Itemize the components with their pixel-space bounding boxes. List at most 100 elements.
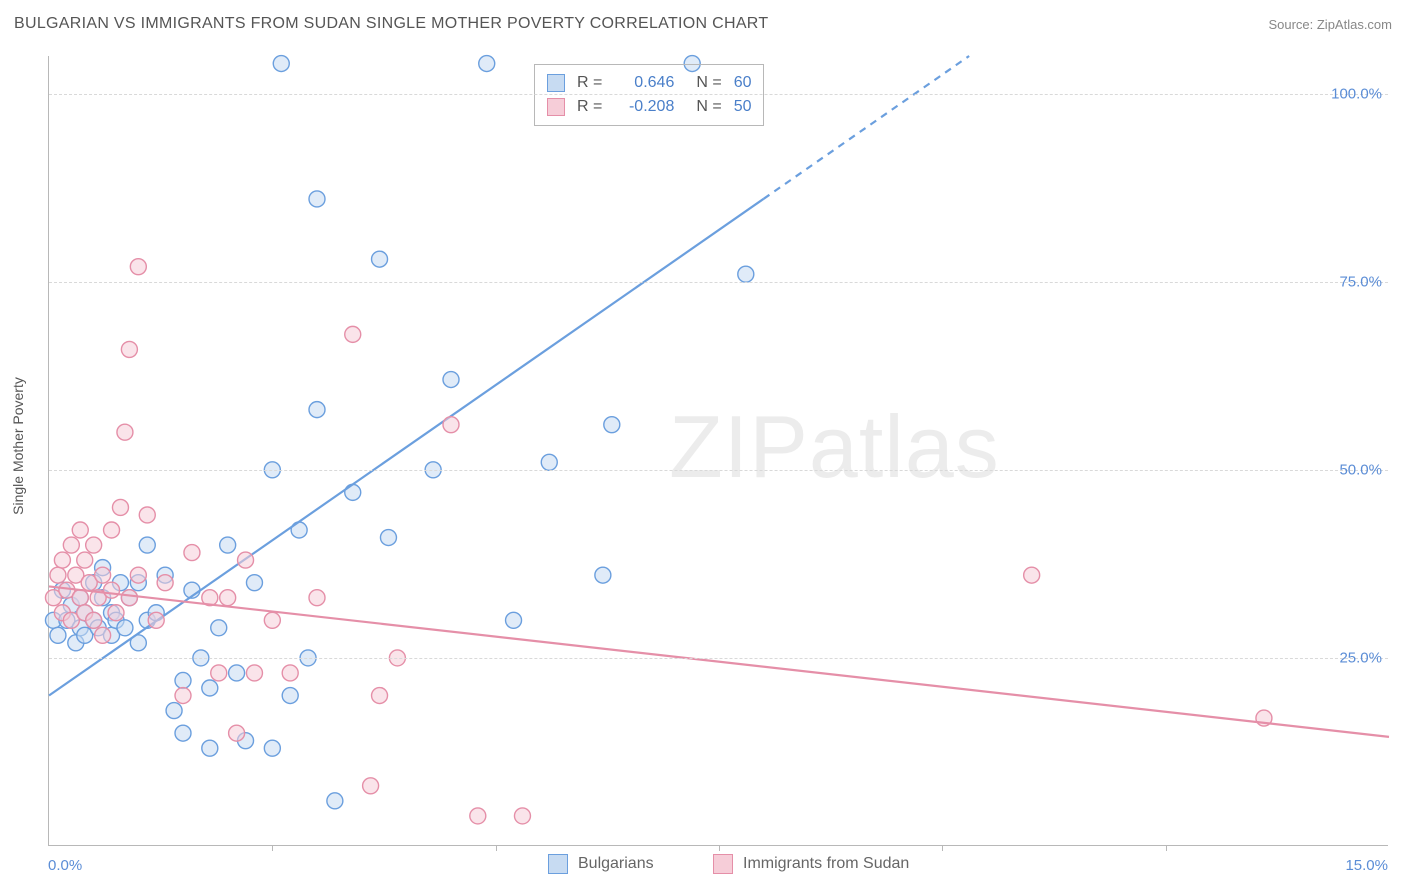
data-point (595, 567, 611, 583)
data-point (211, 665, 227, 681)
data-point (54, 552, 70, 568)
y-axis-tick: 100.0% (1331, 85, 1382, 102)
data-point (309, 590, 325, 606)
y-axis-label: Single Mother Poverty (10, 377, 26, 515)
data-point (345, 484, 361, 500)
data-point (63, 537, 79, 553)
trend-line (49, 586, 1389, 736)
legend-swatch-icon (547, 74, 565, 92)
data-point (104, 582, 120, 598)
x-axis-tick-min: 0.0% (48, 857, 82, 874)
data-point (282, 688, 298, 704)
legend-item-immigrants-sudan: Immigrants from Sudan (713, 854, 909, 874)
x-axis-tick-mark (719, 845, 720, 851)
x-axis-tick-max: 15.0% (1345, 857, 1388, 874)
data-point (443, 417, 459, 433)
x-axis-tick-mark (1166, 845, 1167, 851)
n-label: N = (696, 74, 721, 92)
data-point (479, 56, 495, 72)
r-label: R = (577, 98, 602, 116)
data-point (108, 605, 124, 621)
data-point (380, 530, 396, 546)
data-point (246, 665, 262, 681)
y-axis-tick: 50.0% (1339, 461, 1382, 478)
data-point (443, 372, 459, 388)
data-point (130, 567, 146, 583)
data-point (121, 341, 137, 357)
data-point (50, 567, 66, 583)
data-point (273, 56, 289, 72)
data-point (738, 266, 754, 282)
gridline (49, 658, 1388, 659)
data-point (309, 191, 325, 207)
gridline (49, 470, 1388, 471)
data-point (184, 545, 200, 561)
data-point (50, 627, 66, 643)
x-axis-tick-mark (496, 845, 497, 851)
data-point (309, 402, 325, 418)
gridline (49, 282, 1388, 283)
data-point (246, 575, 262, 591)
r-label: R = (577, 74, 602, 92)
data-point (264, 612, 280, 628)
data-point (104, 522, 120, 538)
legend-label: Immigrants from Sudan (743, 855, 909, 873)
data-point (72, 522, 88, 538)
data-point (175, 672, 191, 688)
data-point (327, 793, 343, 809)
data-point (86, 612, 102, 628)
data-point (372, 688, 388, 704)
source-prefix: Source: (1268, 17, 1316, 32)
chart-svg (49, 56, 1388, 845)
correlation-legend-row: R = 0.646 N = 60 (547, 71, 751, 95)
data-point (121, 590, 137, 606)
legend-swatch-icon (713, 854, 733, 874)
y-axis-tick: 25.0% (1339, 649, 1382, 666)
x-axis-tick-mark (272, 845, 273, 851)
data-point (282, 665, 298, 681)
data-point (157, 575, 173, 591)
data-point (202, 740, 218, 756)
data-point (604, 417, 620, 433)
correlation-legend: R = 0.646 N = 60 R = -0.208 N = 50 (534, 64, 764, 126)
data-point (229, 665, 245, 681)
source-credit: Source: ZipAtlas.com (1268, 17, 1392, 32)
data-point (220, 590, 236, 606)
x-axis-tick-mark (942, 845, 943, 851)
data-point (541, 454, 557, 470)
n-value: 60 (734, 74, 752, 92)
correlation-legend-row: R = -0.208 N = 50 (547, 95, 751, 119)
data-point (77, 552, 93, 568)
data-point (372, 251, 388, 267)
legend-swatch-icon (547, 98, 565, 116)
legend-item-bulgarians: Bulgarians (548, 854, 654, 874)
data-point (117, 620, 133, 636)
legend-swatch-icon (548, 854, 568, 874)
data-point (130, 259, 146, 275)
data-point (363, 778, 379, 794)
plot-area: ZIPatlas R =0.646N =60R =-0.208N =50 25.… (48, 56, 1388, 846)
source-name: ZipAtlas.com (1317, 17, 1392, 32)
data-point (345, 326, 361, 342)
data-point (470, 808, 486, 824)
n-value: 50 (734, 98, 752, 116)
r-value: -0.208 (614, 98, 674, 116)
legend-label: Bulgarians (578, 855, 654, 873)
data-point (220, 537, 236, 553)
data-point (139, 507, 155, 523)
data-point (514, 808, 530, 824)
data-point (238, 552, 254, 568)
data-point (72, 590, 88, 606)
r-value: 0.646 (614, 74, 674, 92)
data-point (506, 612, 522, 628)
data-point (86, 537, 102, 553)
data-point (211, 620, 227, 636)
n-label: N = (696, 98, 721, 116)
data-point (139, 537, 155, 553)
data-point (112, 499, 128, 515)
data-point (175, 688, 191, 704)
data-point (95, 627, 111, 643)
data-point (175, 725, 191, 741)
data-point (117, 424, 133, 440)
data-point (95, 567, 111, 583)
